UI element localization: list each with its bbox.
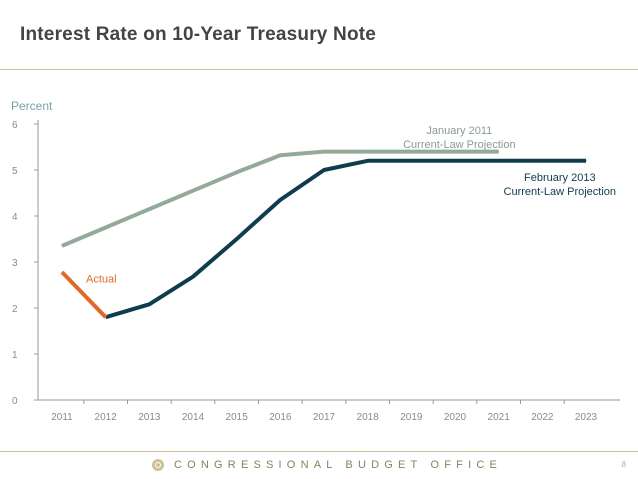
y-tick-label: 3 [12,258,18,269]
data-point-feb2013 [410,160,412,162]
data-point-jan2011 [105,227,107,228]
y-tick-label: 1 [12,350,18,361]
cbo-logo-icon [152,459,164,471]
data-point-jan2011 [410,151,412,153]
series-annotations: January 2011 Current-Law Projection Februa… [86,125,616,286]
x-tick-label: 2021 [488,412,511,423]
data-point-feb2013 [367,160,369,162]
data-point-feb2013 [279,199,281,201]
series-label-feb2013: Current-Law Projection [504,186,617,198]
x-tick-label: 2023 [575,412,598,423]
footer-organization: CONGRESSIONAL BUDGET OFFICE [174,459,503,471]
y-tick-label: 2 [12,304,18,315]
data-point-jan2011 [367,151,369,153]
y-tick-label: 4 [12,212,18,223]
data-point-actual [61,271,63,273]
data-point-jan2011 [323,151,325,153]
chart-series [60,149,587,320]
y-tick-label: 6 [12,120,18,131]
x-tick-label: 2017 [313,412,336,423]
x-tick-label: 2011 [51,412,73,423]
x-tick-label: 2016 [269,412,292,423]
data-point-feb2013 [585,160,587,162]
x-tick-label: 2020 [444,412,467,423]
series-label-feb2013: February 2013 [524,172,596,184]
x-tick-label: 2014 [182,412,205,423]
data-point-feb2013 [236,238,238,240]
x-tick-label: 2019 [400,412,423,423]
chart-axes: 0 1 2 3 4 5 6 2011 2012 2013 2014 2015 2016 2017 2018 2… [12,120,620,423]
series-label-jan2011: Current-Law Projection [403,139,516,151]
data-point-feb2013 [541,160,543,162]
x-tick-label: 2018 [357,412,380,423]
data-point-feb2013 [148,303,150,305]
data-point-jan2011 [498,151,500,153]
series-line-feb2013 [105,158,586,320]
line-chart: Percent 0 1 2 3 4 5 6 2011 2012 2013 2014 2015 2016 2… [11,99,620,423]
slide-title: Interest Rate on 10-Year Treasury Note [20,24,377,45]
data-point-feb2013 [192,276,194,278]
data-point-jan2011 [61,245,63,247]
x-tick-label: 2015 [226,412,249,423]
x-tick-label: 2022 [531,412,554,423]
y-tick-label: 0 [12,396,18,407]
series-line-actual [60,270,108,319]
title-divider [0,69,638,70]
data-point-jan2011 [148,208,150,210]
data-point-feb2013 [498,160,500,162]
data-point-jan2011 [454,151,456,153]
footer-divider [0,451,638,452]
series-label-actual: Actual [86,274,117,286]
data-point-feb2013 [323,169,325,171]
x-tick-label: 2013 [138,412,161,423]
data-point-jan2011 [236,171,238,173]
data-point-jan2011 [192,190,194,192]
x-tick-label: 2012 [95,412,118,423]
y-tick-label: 5 [12,166,18,177]
page-number: 8 [621,460,626,469]
data-point-actual [105,316,107,318]
footer: CONGRESSIONAL BUDGET OFFICE 8 [0,452,638,479]
series-label-jan2011: January 2011 [426,125,492,137]
data-point-jan2011 [279,154,281,156]
y-axis-unit-label: Percent [11,99,53,113]
data-point-feb2013 [454,160,456,162]
